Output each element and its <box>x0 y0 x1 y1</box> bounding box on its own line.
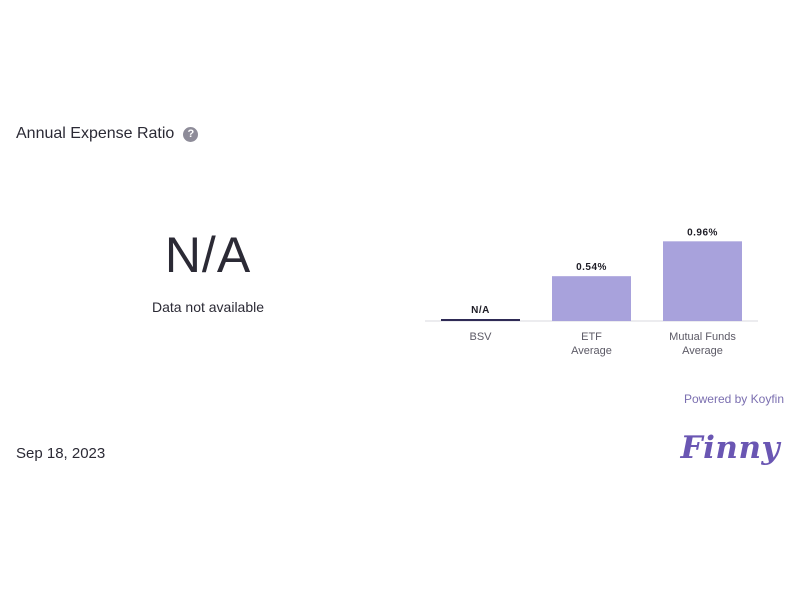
category-label: Mutual Funds <box>669 331 736 343</box>
bar-value-label: 0.96% <box>687 227 718 238</box>
data-status-text: Data not available <box>151 299 265 315</box>
bar <box>663 241 742 321</box>
bar-missing <box>441 319 520 321</box>
bar <box>552 276 631 321</box>
category-label: BSV <box>469 331 492 343</box>
category-label: Average <box>571 345 612 357</box>
powered-by-link[interactable]: Powered by Koyfin <box>683 392 784 406</box>
category-label: ETF <box>581 331 602 343</box>
finny-logo: Finny <box>680 430 780 466</box>
bar-value-label: 0.54% <box>576 262 607 273</box>
title-row: Annual Expense Ratio ? <box>16 125 199 143</box>
question-circle-icon[interactable]: ? <box>183 126 199 142</box>
bar-value-label: N/A <box>471 305 490 316</box>
category-label: Average <box>682 345 723 357</box>
as-of-date: Sep 18, 2023 <box>16 445 106 462</box>
expense-ratio-value: N/A <box>164 227 252 283</box>
section-title: Annual Expense Ratio <box>16 125 175 142</box>
